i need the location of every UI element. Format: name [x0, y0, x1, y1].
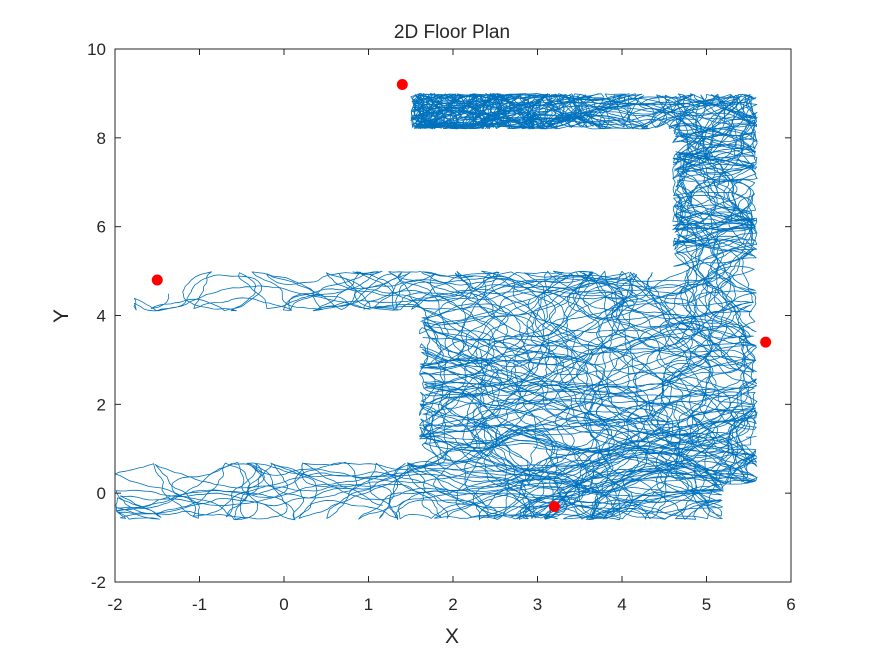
trajectory-layer	[114, 93, 758, 521]
plot-area-frame	[114, 48, 792, 583]
trajectory-line	[171, 248, 757, 521]
y-tick-label: 6	[97, 218, 106, 237]
x-tick-label: -1	[192, 595, 207, 614]
x-tick-label: 1	[364, 595, 373, 614]
trajectory-line	[312, 123, 758, 520]
trajectory-line	[326, 270, 758, 520]
trajectory-line	[114, 93, 758, 519]
anchor-point	[760, 336, 772, 348]
x-tick-label: -2	[107, 595, 122, 614]
y-axis: -2 0 2 4 6 8 10	[87, 40, 791, 592]
trajectory-line	[411, 93, 757, 294]
trajectory-line	[133, 93, 758, 426]
x-axis: -2 -1 0 1 2 3 4 5 6	[107, 49, 796, 614]
anchor-point	[151, 274, 163, 286]
y-tick-label: 10	[87, 40, 106, 59]
trajectory-line	[358, 178, 758, 521]
anchor-point	[396, 79, 408, 91]
chart-title: 2D Floor Plan	[394, 22, 510, 43]
x-tick-label: 4	[617, 595, 626, 614]
x-tick-label: 2	[448, 595, 457, 614]
y-tick-label: 4	[97, 307, 106, 326]
x-tick-label: 5	[702, 595, 711, 614]
anchor-layer	[151, 79, 772, 512]
y-tick-label: 2	[97, 395, 106, 414]
y-tick-label: 0	[97, 484, 106, 503]
anchor-point	[548, 500, 560, 512]
y-axis-label: Y	[50, 309, 73, 323]
x-axis-label: X	[445, 625, 459, 648]
x-tick-label: 0	[279, 595, 288, 614]
x-tick-label: 3	[533, 595, 542, 614]
y-tick-label: 8	[97, 129, 106, 148]
x-tick-label: 6	[786, 595, 795, 614]
y-tick-label: -2	[91, 573, 106, 592]
